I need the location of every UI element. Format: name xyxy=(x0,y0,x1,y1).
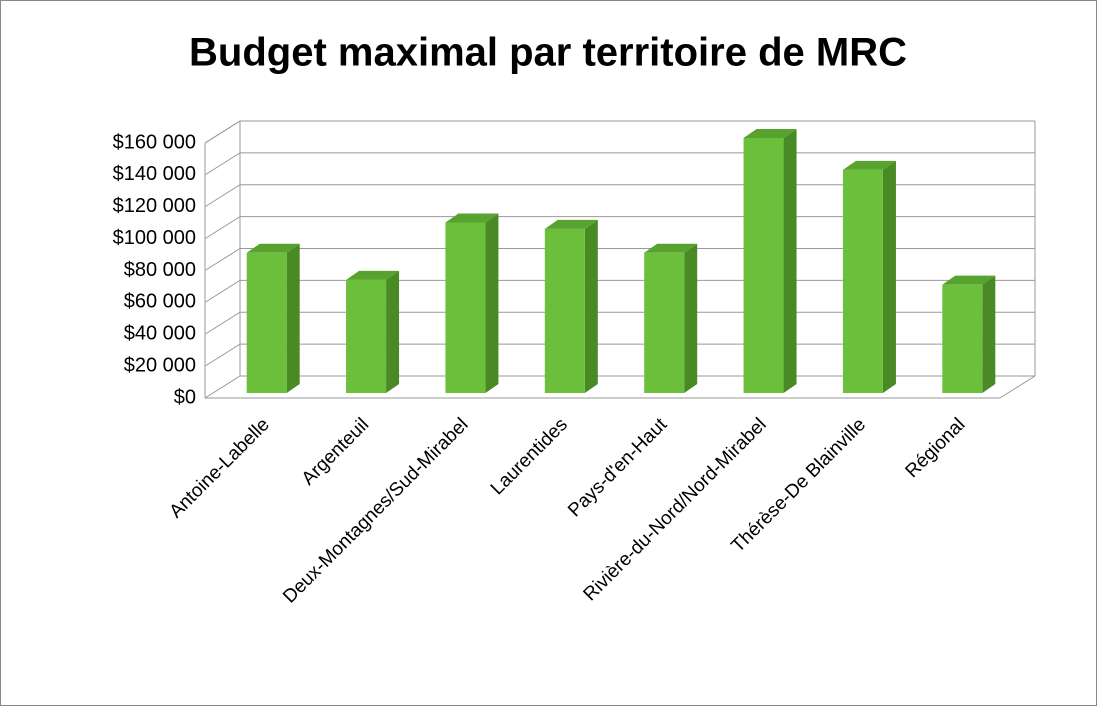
bar-side xyxy=(684,243,698,393)
bar-side xyxy=(386,270,400,393)
bar-top xyxy=(842,160,896,170)
bar-side xyxy=(584,219,598,393)
bar xyxy=(743,129,797,393)
bar xyxy=(842,160,896,393)
bar-front xyxy=(942,284,983,393)
bar-top xyxy=(246,243,300,253)
bar xyxy=(942,275,996,393)
y-tick-label: $20 000 xyxy=(124,354,196,376)
bar-side xyxy=(882,160,896,393)
bar xyxy=(445,213,499,393)
bar-top xyxy=(445,213,499,223)
y-tick-label: $100 000 xyxy=(113,227,196,249)
bar xyxy=(246,243,300,393)
bar xyxy=(544,219,598,393)
bar-top xyxy=(346,270,400,280)
y-tick-label: $160 000 xyxy=(113,131,196,153)
bar-top xyxy=(942,275,996,285)
grid-line xyxy=(204,120,1035,144)
y-tick-label: $80 000 xyxy=(124,259,196,281)
bar-side xyxy=(286,243,300,393)
bar xyxy=(346,270,400,393)
y-tick-label: $40 000 xyxy=(124,323,196,345)
bar-front xyxy=(445,222,486,393)
floor-edge xyxy=(999,375,1036,399)
bar-top xyxy=(743,129,797,138)
bar-front xyxy=(644,252,685,393)
y-tick-label: $60 000 xyxy=(124,291,196,313)
bar-top xyxy=(644,243,698,253)
chart-title: Budget maximal par territoire de MRC xyxy=(189,31,907,75)
y-tick-label: $0 xyxy=(174,386,196,408)
bar xyxy=(644,243,698,393)
bar-side xyxy=(783,129,797,393)
bar-top xyxy=(544,219,598,229)
bar-side xyxy=(982,275,996,393)
y-tick-label: $140 000 xyxy=(113,163,196,185)
bar-front xyxy=(346,279,387,393)
bar-front xyxy=(544,228,585,393)
bar-front xyxy=(842,169,883,393)
y-tick-label: $120 000 xyxy=(113,195,196,217)
bar-front xyxy=(246,252,287,393)
bar-front xyxy=(743,138,784,393)
bar-side xyxy=(485,213,499,393)
